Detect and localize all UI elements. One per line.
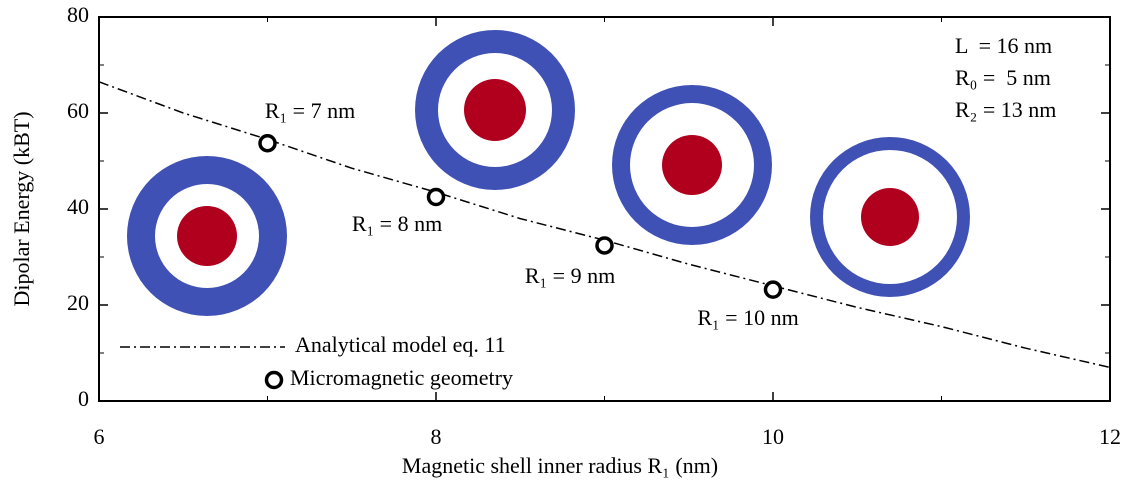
data-point — [258, 133, 277, 153]
data-point — [763, 280, 783, 299]
parameter: R₀ = 5 nm — [955, 65, 1051, 90]
inset-r10 — [810, 137, 970, 297]
y-tick-label: 80 — [67, 2, 89, 27]
y-tick-label: 40 — [67, 194, 89, 219]
data-point — [426, 187, 446, 207]
data-point — [595, 236, 614, 255]
x-axis-label: Magnetic shell inner radius R₁ (nm) — [402, 453, 718, 478]
x-tick-label: 12 — [1099, 424, 1121, 449]
parameter: L = 16 nm — [955, 33, 1052, 58]
insets — [127, 30, 970, 316]
y-tick-label: 0 — [78, 386, 89, 411]
y-tick-label: 20 — [67, 290, 89, 315]
legend-swatch — [264, 370, 284, 390]
x-tick-label: 8 — [431, 424, 442, 449]
parameter: R₂ = 13 nm — [955, 97, 1056, 122]
annotation: R₁ = 10 nm — [697, 305, 798, 330]
x-tick-label: 6 — [94, 424, 105, 449]
x-tick-label: 10 — [762, 424, 784, 449]
annotation: R₁ = 7 nm — [265, 98, 355, 123]
legend-label: Analytical model eq. 11 — [295, 332, 506, 357]
legend-label: Micromagnetic geometry — [290, 365, 513, 390]
y-tick-label: 60 — [67, 98, 89, 123]
annotation: R₁ = 9 nm — [525, 263, 615, 288]
inset-r8 — [415, 30, 575, 190]
annotation: R₁ = 8 nm — [352, 211, 442, 236]
y-axis-label: Dipolar Energy (kBT) — [9, 111, 34, 306]
inset-r7 — [127, 156, 287, 316]
inset-r9 — [612, 85, 772, 245]
